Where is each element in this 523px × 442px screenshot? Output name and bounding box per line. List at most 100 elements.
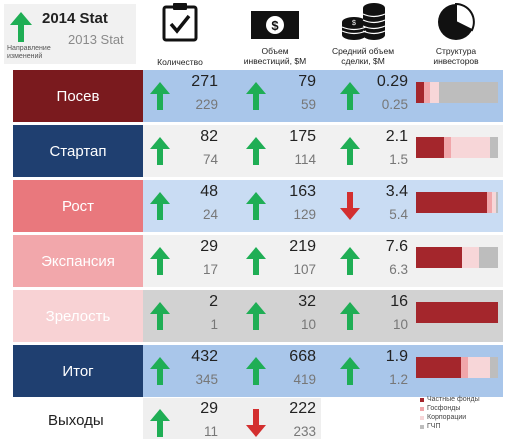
avg-deal-value-2014: 2.1 [385,128,408,145]
investor-segment [416,302,498,323]
down-arrow-icon [340,192,360,220]
header-investors: Структура инвесторов [414,0,498,66]
table-row: Стартап 82 74 175 114 2.1 1.5 [0,125,523,177]
investor-structure-legend: Частные фонды Госфонды Корпорации ГЧП [420,396,520,432]
exits-investment-value-2014: 222 [289,400,316,417]
banknote-icon: $ [251,11,299,39]
investor-structure-bar [416,192,498,213]
up-arrow-icon [246,192,266,220]
count-value-2013: 74 [202,152,218,167]
up-arrow-icon [150,409,170,437]
avg-deal-value-2013: 0.25 [381,97,408,112]
avg-deal-value-2013: 1.2 [389,372,408,387]
investor-structure-bar [416,82,498,103]
up-arrow-icon [246,247,266,275]
down-arrow-icon [246,409,266,437]
count-arrow [150,357,170,390]
up-arrow-icon [340,137,360,165]
investor-structure-bar [416,247,498,268]
investment-value-2013: 114 [294,152,316,167]
count-value-2013: 1 [210,317,218,332]
count-value-2013: 24 [202,207,218,222]
count-value-2013: 345 [195,372,218,387]
legend-label: Корпорации [427,414,467,421]
up-arrow-icon [340,82,360,110]
count-value-2014: 2 [209,293,218,310]
legend-swatch [420,416,424,420]
investor-structure-bar [416,137,498,158]
avg-deal-value-2014: 3.4 [385,183,408,200]
legend-swatch [420,398,424,402]
investment-arrow [246,357,266,390]
investment-arrow [246,247,266,280]
count-value-2014: 82 [200,128,218,145]
investor-segment [487,192,493,213]
investment-value-2014: 163 [289,183,316,200]
avg-deal-value-2014: 16 [390,293,408,310]
legend-current-year: 2014 Stat [42,10,108,27]
investor-segment [424,82,430,103]
change-direction-legend: 2014 Stat 2013 Stat Направление изменени… [4,4,136,64]
count-value-2014: 271 [191,73,218,90]
stage-label: Посев [13,70,143,122]
count-value-2013: 17 [202,262,218,277]
exits-investment-arrow [246,409,266,442]
investor-segment [416,247,462,268]
count-value-2014: 48 [200,183,218,200]
count-arrow [150,302,170,335]
investment-value-2014: 668 [289,348,316,365]
legend-label: ГЧП [427,423,441,430]
investor-segment [451,137,490,158]
investment-value-2013: 129 [293,207,316,222]
investor-structure-bar [416,302,498,323]
investor-segment [461,247,480,268]
up-arrow-icon [246,137,266,165]
stage-label: Итог [13,345,143,397]
clipboard-check-icon [162,3,198,42]
avg-deal-arrow [340,82,360,115]
investor-segment [416,137,444,158]
avg-deal-arrow [340,357,360,390]
table-row: Экспансия 29 17 219 107 7.6 6.3 [0,235,523,287]
investment-arrow [246,302,266,335]
avg-deal-arrow [340,302,360,335]
up-arrow-icon [150,247,170,275]
svg-text:$: $ [271,18,279,33]
up-arrow-icon [150,192,170,220]
exits-label: Выходы [48,412,104,429]
investor-segment [479,247,498,268]
up-arrow-icon [150,357,170,385]
investment-arrow [246,82,266,115]
legend-previous-year: 2013 Stat [68,32,124,47]
investor-segment [492,192,496,213]
investor-segment [429,82,439,103]
investment-value-2014: 219 [289,238,316,255]
up-arrow-icon [150,82,170,110]
count-arrow [150,82,170,115]
legend-swatch [420,425,424,429]
legend-swatch [420,407,424,411]
investment-value-2014: 79 [298,73,316,90]
legend-item: Корпорации [420,414,520,422]
investment-value-2014: 175 [289,128,316,145]
investor-segment [489,137,498,158]
investment-value-2013: 419 [293,372,316,387]
avg-deal-value-2013: 5.4 [389,207,408,222]
legend-label: Частные фонды [427,396,480,403]
exits-count-arrow [150,409,170,442]
investment-value-2013: 107 [293,262,316,277]
table-row: Посев 271 229 79 59 0.29 0.25 [0,70,523,122]
table-row: Рост 48 24 163 129 3.4 5.4 [0,180,523,232]
pie-chart-icon [438,2,475,40]
up-arrow-icon [246,302,266,330]
coin-stack-icon: $ [341,3,386,40]
investor-segment [443,137,452,158]
exits-count-value-2014: 29 [200,400,218,417]
header-count: Количество [150,0,210,67]
exits-count-value-2013: 11 [203,424,218,439]
investment-value-2013: 10 [300,317,316,332]
up-arrow-icon [246,357,266,385]
avg-deal-arrow [340,192,360,225]
investment-value-2013: 59 [300,97,316,112]
up-arrow-icon [10,12,32,42]
